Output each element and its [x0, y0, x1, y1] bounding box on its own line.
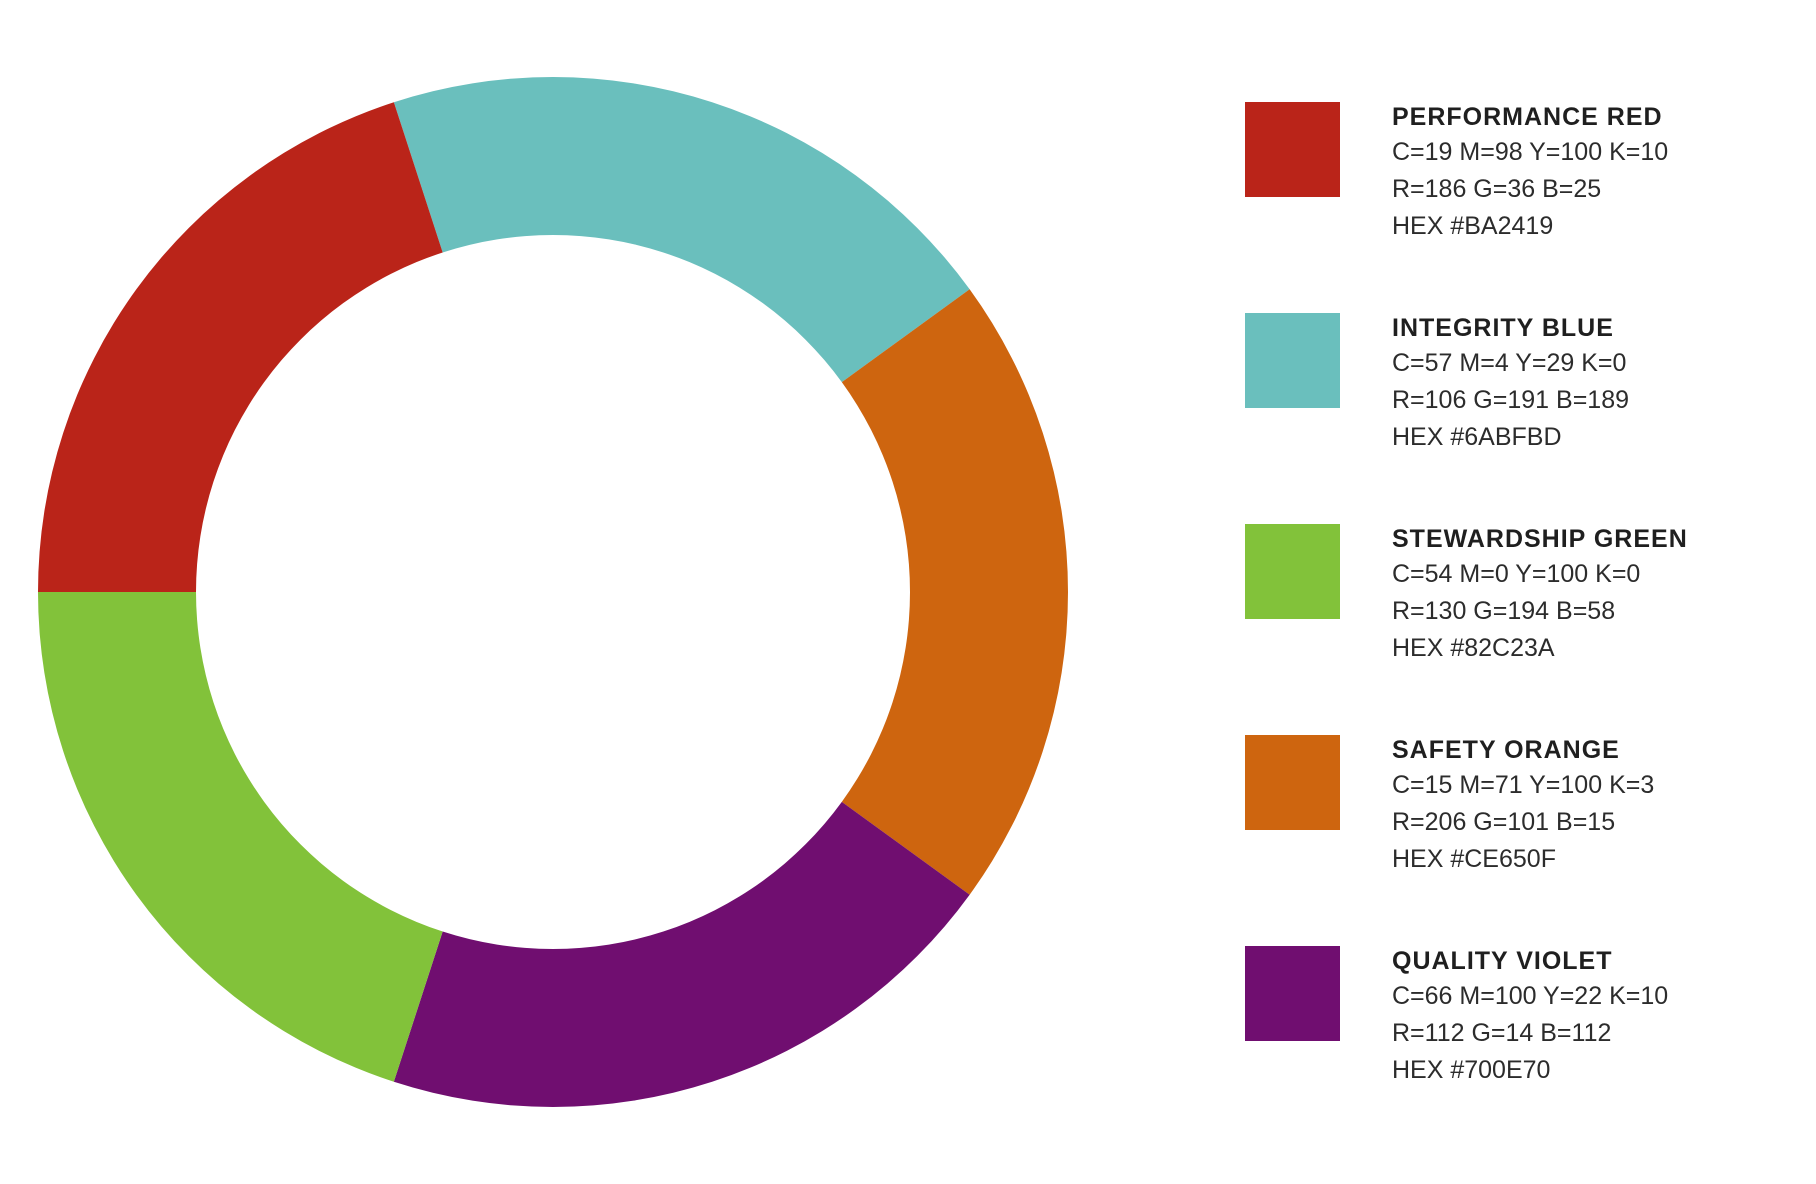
cmyk-value: C=57 M=4 Y=29 K=0 — [1392, 349, 1627, 377]
swatch-integrity-blue — [1245, 313, 1340, 408]
legend-item-stewardship-green: STEWARDSHIP GREEN C=54 M=0 Y=100 K=0 R=1… — [1245, 524, 1785, 735]
legend: PERFORMANCE RED C=19 M=98 Y=100 K=10 R=1… — [1245, 102, 1785, 1157]
rgb-value: R=206 G=101 B=15 — [1392, 808, 1616, 836]
donut-slice-safety-orange — [841, 289, 1068, 895]
hex-value: HEX #6ABFBD — [1392, 423, 1562, 451]
cmyk-value: C=15 M=71 Y=100 K=3 — [1392, 771, 1655, 799]
legend-info: SAFETY ORANGE C=15 M=71 Y=100 K=3 R=206 … — [1392, 733, 1654, 878]
swatch-performance-red — [1245, 102, 1340, 197]
hex-value: HEX #82C23A — [1392, 634, 1555, 662]
color-name: STEWARDSHIP GREEN — [1392, 525, 1688, 553]
hex-value: HEX #CE650F — [1392, 845, 1556, 873]
legend-item-quality-violet: QUALITY VIOLET C=66 M=100 Y=22 K=10 R=11… — [1245, 946, 1785, 1157]
legend-info: QUALITY VIOLET C=66 M=100 Y=22 K=10 R=11… — [1392, 944, 1668, 1089]
color-name: INTEGRITY BLUE — [1392, 314, 1614, 342]
legend-item-integrity-blue: INTEGRITY BLUE C=57 M=4 Y=29 K=0 R=106 G… — [1245, 313, 1785, 524]
legend-info: STEWARDSHIP GREEN C=54 M=0 Y=100 K=0 R=1… — [1392, 522, 1688, 667]
swatch-safety-orange — [1245, 735, 1340, 830]
cmyk-value: C=54 M=0 Y=100 K=0 — [1392, 560, 1641, 588]
cmyk-value: C=66 M=100 Y=22 K=10 — [1392, 982, 1669, 1010]
rgb-value: R=106 G=191 B=189 — [1392, 386, 1629, 414]
donut-slice-quality-violet — [393, 801, 970, 1107]
donut-slice-integrity-blue — [393, 77, 970, 383]
hex-value: HEX #BA2419 — [1392, 212, 1554, 240]
legend-info: PERFORMANCE RED C=19 M=98 Y=100 K=10 R=1… — [1392, 100, 1668, 245]
rgb-value: R=130 G=194 B=58 — [1392, 597, 1616, 625]
donut-chart — [38, 77, 1068, 1107]
legend-item-safety-orange: SAFETY ORANGE C=15 M=71 Y=100 K=3 R=206 … — [1245, 735, 1785, 946]
legend-info: INTEGRITY BLUE C=57 M=4 Y=29 K=0 R=106 G… — [1392, 311, 1629, 456]
color-name: SAFETY ORANGE — [1392, 736, 1620, 764]
rgb-value: R=186 G=36 B=25 — [1392, 175, 1602, 203]
hex-value: HEX #700E70 — [1392, 1056, 1551, 1084]
donut-slice-performance-red — [38, 102, 443, 592]
legend-item-performance-red: PERFORMANCE RED C=19 M=98 Y=100 K=10 R=1… — [1245, 102, 1785, 313]
color-name: PERFORMANCE RED — [1392, 103, 1663, 131]
swatch-stewardship-green — [1245, 524, 1340, 619]
cmyk-value: C=19 M=98 Y=100 K=10 — [1392, 138, 1669, 166]
swatch-quality-violet — [1245, 946, 1340, 1041]
donut-slice-stewardship-green — [38, 592, 443, 1082]
rgb-value: R=112 G=14 B=112 — [1392, 1019, 1612, 1047]
color-name: QUALITY VIOLET — [1392, 947, 1613, 975]
